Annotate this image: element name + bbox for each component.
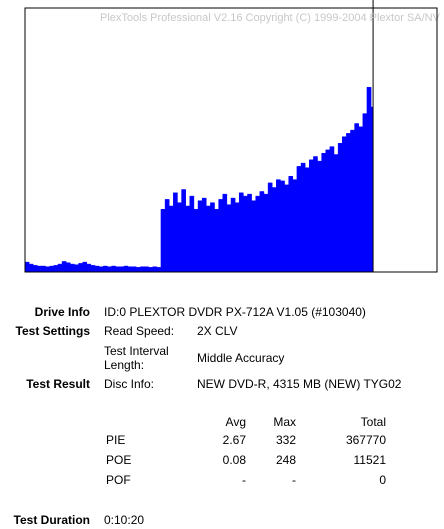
label: Read Speed: bbox=[104, 324, 175, 338]
label: Disc Info: bbox=[104, 377, 155, 391]
cell: - bbox=[242, 473, 246, 487]
chart-title: PlexTools Professional V2.16 Copyright (… bbox=[100, 12, 441, 24]
cell: 0.08 bbox=[222, 453, 246, 467]
cell: - bbox=[292, 473, 296, 487]
chart: PlexTools Professional V2.16 Copyright (… bbox=[24, 0, 441, 273]
row-label: POF bbox=[106, 473, 131, 487]
row-label: PIE bbox=[106, 433, 126, 447]
cell: 11521 bbox=[353, 453, 386, 467]
plot-border bbox=[24, 7, 438, 273]
column-header: Max bbox=[273, 415, 296, 429]
value: 2X CLV bbox=[197, 324, 238, 338]
area bbox=[24, 86, 374, 273]
label: Drive Info bbox=[34, 305, 90, 319]
label: Test Interval Length: bbox=[104, 344, 169, 372]
cell: 367770 bbox=[345, 433, 386, 447]
label: Test Duration bbox=[13, 513, 90, 527]
cell: 0 bbox=[379, 473, 386, 487]
cell: 332 bbox=[275, 433, 296, 447]
value: 0:10:20 bbox=[104, 513, 145, 527]
value: Middle Accuracy bbox=[197, 351, 285, 365]
cell: 248 bbox=[275, 453, 296, 467]
column-header: Total bbox=[360, 415, 386, 429]
column-header: Avg bbox=[225, 415, 246, 429]
label: Test Result bbox=[26, 377, 90, 391]
label: Test Settings bbox=[15, 324, 90, 338]
value: NEW DVD-R, 4315 MB (NEW) TYG02 bbox=[197, 377, 402, 391]
cell: 2.67 bbox=[222, 433, 246, 447]
row-label: POE bbox=[106, 453, 132, 467]
value: ID:0 PLEXTOR DVDR PX-712A V1.05 (#103040… bbox=[104, 305, 366, 319]
